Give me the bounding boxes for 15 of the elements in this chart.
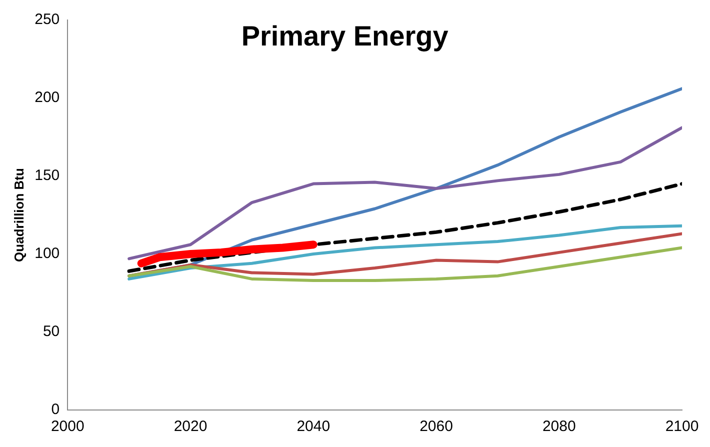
x-tick-label: 2060 [420,418,453,436]
y-tick-label: 200 [34,89,60,106]
x-tick-label: 2040 [296,418,330,436]
y-tick-label: 100 [34,245,60,262]
line-series [127,182,682,273]
y-tick-label: 50 [42,323,60,340]
y-tick-label: 0 [51,401,60,418]
x-tick-label: 2100 [665,418,699,436]
x-tick-label: 2080 [542,418,576,436]
chart-title: Primary Energy [241,20,449,52]
y-tick-label: 150 [34,167,60,184]
x-tick-label: 2000 [50,418,84,436]
y-axis-title: Quadrillion Btu [11,168,26,262]
x-tick-label: 2020 [174,418,208,436]
y-tick-label: 250 [34,11,60,28]
